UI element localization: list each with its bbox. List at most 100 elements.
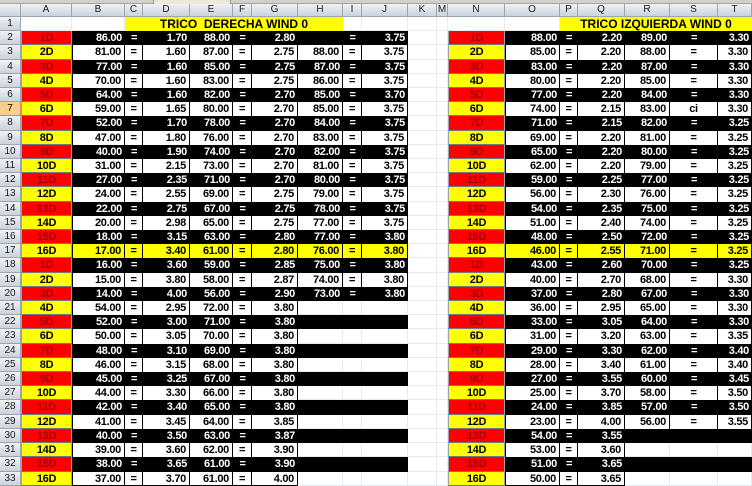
cell-N1[interactable] [448,17,505,32]
cell-Q28[interactable]: 3.85 [578,400,625,415]
cell-Q11[interactable]: 2.20 [578,159,625,174]
cell-K11[interactable] [408,159,437,174]
cell-D3[interactable]: 1.60 [143,45,190,60]
cell-J10[interactable]: 3.75 [362,144,408,160]
column-header-T[interactable]: T [718,4,752,17]
cell-J11[interactable]: 3.75 [362,159,408,174]
cell-C10[interactable]: = [125,144,143,160]
cell-J23[interactable] [362,329,408,344]
cell-M15[interactable] [437,215,448,231]
row-header-27[interactable]: 27 [0,386,21,401]
cell-B27[interactable]: 44.00 [72,386,125,401]
cell-P26[interactable]: = [560,372,578,387]
cell-I32[interactable] [343,457,362,472]
cell-D17[interactable]: 3.40 [143,244,190,259]
cell-C16[interactable]: = [125,230,143,245]
cell-G22[interactable]: 3.80 [252,315,298,330]
cell-I10[interactable]: = [343,144,362,160]
cell-M22[interactable] [437,315,448,330]
cell-K17[interactable] [408,244,437,259]
cell-N10[interactable]: 9D [448,144,505,160]
row-header-25[interactable]: 25 [0,357,21,373]
cell-E23[interactable]: 70.00 [190,329,233,344]
cell-N32[interactable]: 15D [448,457,505,472]
cell-G21[interactable]: 3.80 [252,301,298,316]
left-table-title[interactable]: TRICO DERECHA WIND 0 [125,17,343,32]
row-header-26[interactable]: 26 [0,372,21,387]
cell-D5[interactable]: 1.60 [143,73,190,89]
cell-T25[interactable]: 3.40 [718,357,752,373]
cell-E15[interactable]: 65.00 [190,215,233,231]
column-header-S[interactable]: S [670,4,718,17]
cell-M16[interactable] [437,230,448,245]
cell-B16[interactable]: 18.00 [72,230,125,245]
row-header-16[interactable]: 16 [0,230,21,245]
cell-J32[interactable] [362,457,408,472]
cell-G17[interactable]: 2.80 [252,244,298,259]
cell-O19[interactable]: 40.00 [505,272,560,287]
cell-H23[interactable] [298,329,343,344]
cell-Q14[interactable]: 2.35 [578,201,625,216]
cell-G13[interactable]: 2.75 [252,187,298,202]
cell-M13[interactable] [437,187,448,202]
cell-J19[interactable]: 3.80 [362,272,408,287]
cell-N9[interactable]: 8D [448,130,505,145]
cell-A27[interactable]: 10D [21,386,72,401]
cell-E4[interactable]: 85.00 [190,59,233,74]
cell-G27[interactable]: 3.80 [252,386,298,401]
cell-C28[interactable]: = [125,400,143,415]
cell-P5[interactable]: = [560,73,578,89]
cell-F33[interactable]: = [233,471,252,486]
cell-Q23[interactable]: 3.20 [578,329,625,344]
row-header-30[interactable]: 30 [0,428,21,444]
cell-Q5[interactable]: 2.20 [578,73,625,89]
cell-D22[interactable]: 3.00 [143,315,190,330]
cell-J24[interactable] [362,343,408,358]
cell-S3[interactable]: = [670,45,718,60]
cell-E33[interactable]: 61.00 [190,471,233,486]
cell-P23[interactable]: = [560,329,578,344]
cell-B17[interactable]: 17.00 [72,244,125,259]
cell-K6[interactable] [408,88,437,103]
cell-K1[interactable] [408,17,437,32]
cell-H12[interactable]: 80.00 [298,173,343,188]
cell-R11[interactable]: 79.00 [625,159,670,174]
cell-H24[interactable] [298,343,343,358]
cell-B33[interactable]: 37.00 [72,471,125,486]
cell-J5[interactable]: 3.75 [362,73,408,89]
row-header-12[interactable]: 12 [0,173,21,188]
column-header-I[interactable]: I [343,4,362,17]
cell-N22[interactable]: 5D [448,315,505,330]
cell-R30[interactable] [625,428,670,444]
cell-P30[interactable]: = [560,428,578,444]
cell-A14[interactable]: 13D [21,201,72,216]
row-header-13[interactable]: 13 [0,187,21,202]
cell-S28[interactable]: = [670,400,718,415]
cell-Q16[interactable]: 2.50 [578,230,625,245]
cell-G32[interactable]: 3.90 [252,457,298,472]
cell-C5[interactable]: = [125,73,143,89]
row-header-29[interactable]: 29 [0,414,21,429]
cell-A4[interactable]: 3D [21,59,72,74]
cell-O15[interactable]: 51.00 [505,215,560,231]
cell-S19[interactable]: = [670,272,718,287]
cell-E9[interactable]: 76.00 [190,130,233,145]
cell-N31[interactable]: 14D [448,443,505,458]
cell-I27[interactable] [343,386,362,401]
cell-H8[interactable]: 84.00 [298,116,343,131]
cell-E21[interactable]: 72.00 [190,301,233,316]
cell-H19[interactable]: 74.00 [298,272,343,287]
cell-O5[interactable]: 80.00 [505,73,560,89]
cell-F28[interactable]: = [233,400,252,415]
cell-I25[interactable] [343,357,362,373]
cell-E8[interactable]: 78.00 [190,116,233,131]
cell-R20[interactable]: 67.00 [625,286,670,302]
cell-I6[interactable]: = [343,88,362,103]
cell-T2[interactable]: 3.30 [718,31,752,46]
cell-E22[interactable]: 71.00 [190,315,233,330]
cell-O24[interactable]: 29.00 [505,343,560,358]
cell-P9[interactable]: = [560,130,578,145]
cell-H21[interactable] [298,301,343,316]
cell-N12[interactable]: 11D [448,173,505,188]
cell-Q27[interactable]: 3.70 [578,386,625,401]
